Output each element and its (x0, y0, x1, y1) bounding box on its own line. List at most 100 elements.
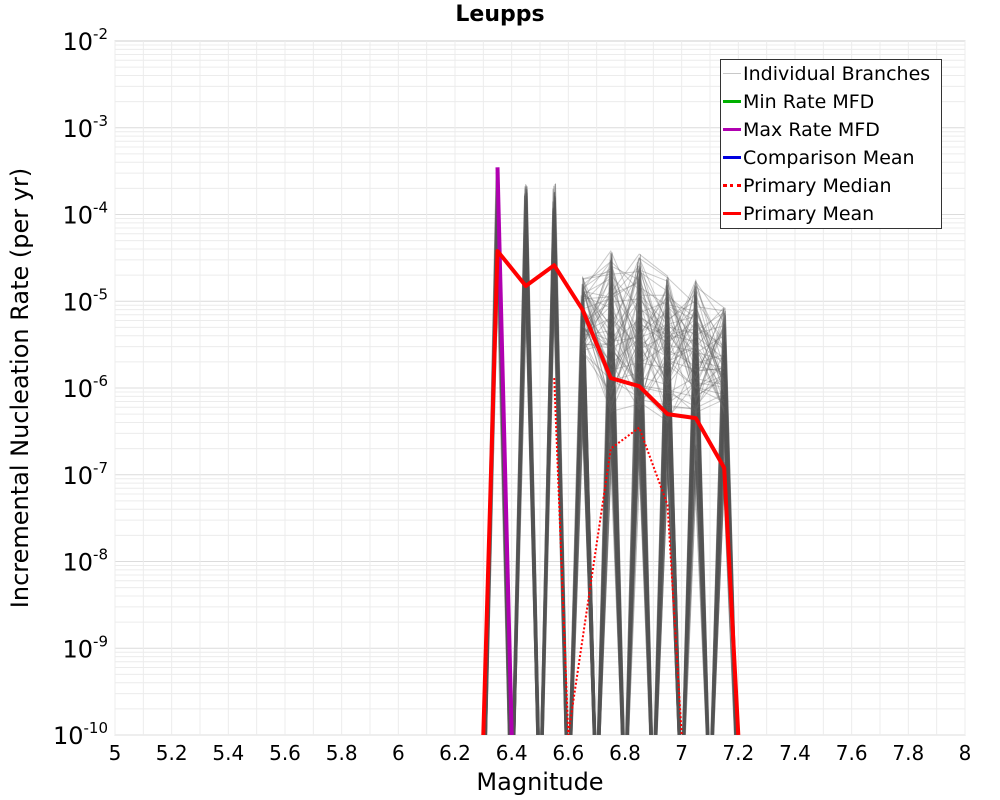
x-tick-label: 6 (392, 741, 405, 765)
legend-label: Max Rate MFD (743, 119, 880, 141)
branch-line (485, 211, 736, 735)
y-tick-exponent: -7 (93, 459, 108, 477)
y-tick-base: 10 (62, 202, 93, 230)
branch-line (582, 309, 725, 371)
branch-line (485, 210, 738, 735)
x-tick-label: 6.8 (609, 741, 641, 765)
branch-line (582, 294, 725, 365)
branch-line (484, 188, 737, 735)
y-tick-exponent: -6 (93, 372, 108, 390)
branch-line (582, 299, 725, 415)
branch-line (582, 279, 725, 384)
legend-label: Primary Median (743, 175, 892, 197)
y-tick-base: 10 (62, 375, 93, 403)
x-axis-label: Magnitude (476, 768, 604, 796)
y-tick-label: 10-6 (62, 372, 108, 403)
chart-title: Leupps (455, 2, 545, 27)
branch-line (484, 172, 738, 735)
y-tick-label: 10-3 (62, 112, 108, 143)
x-tick-label: 5.4 (212, 741, 244, 765)
branch-line (582, 283, 725, 351)
branch-line (485, 183, 737, 735)
legend-label: Comparison Mean (743, 147, 915, 169)
branch-line (485, 184, 737, 735)
series-primary-mean (481, 249, 741, 735)
branch-line (484, 173, 738, 735)
legend-item-comparison-mean: Comparison Mean (721, 144, 941, 172)
x-tick-label: 7.4 (779, 741, 811, 765)
branch-line (484, 221, 736, 735)
branch-line (486, 206, 738, 735)
branch-line (485, 188, 737, 735)
y-tick-label: 10-2 (62, 25, 108, 56)
branch-line (483, 171, 737, 735)
branch-line (582, 260, 725, 363)
branch-line (582, 270, 725, 398)
branch-line (485, 176, 738, 735)
branch-line (582, 298, 725, 386)
x-tick-label: 6.4 (496, 741, 528, 765)
legend-item-individual-branches: Individual Branches (721, 60, 941, 88)
x-tick-label: 7.8 (892, 741, 924, 765)
branch-line (582, 265, 725, 388)
branch-line (582, 277, 725, 380)
legend: Individual Branches Min Rate MFD Max Rat… (720, 59, 942, 229)
legend-item-max-rate: Max Rate MFD (721, 116, 941, 144)
branch-line (485, 183, 738, 735)
branch-line (485, 223, 738, 735)
branch-line (485, 216, 738, 735)
y-tick-label: 10-8 (62, 546, 108, 577)
branch-line (484, 191, 738, 735)
y-tick-label: 10-4 (62, 199, 108, 230)
branch-line (582, 280, 725, 422)
branch-line (485, 176, 736, 735)
x-tick-labels: 5 5.2 5.4 5.6 5.8 6 6.2 6.4 6.6 6.8 7 7.2 7.4 7.6 7.8 8 (109, 741, 972, 765)
individual-branches (483, 170, 738, 735)
y-tick-exponent: -8 (93, 546, 108, 564)
legend-swatch (723, 100, 741, 103)
y-tick-base: 10 (53, 722, 84, 750)
branch-line (582, 270, 725, 371)
branch-line (582, 256, 725, 361)
branch-line (582, 284, 725, 393)
branch-line (484, 194, 737, 735)
branch-line (582, 305, 725, 385)
legend-swatch (723, 212, 741, 215)
branch-line (582, 324, 725, 414)
branch-line (582, 270, 725, 405)
y-tick-exponent: -5 (93, 285, 108, 303)
branch-line (483, 180, 736, 735)
branch-line (484, 175, 737, 735)
branch-line (485, 195, 737, 735)
legend-item-min-rate: Min Rate MFD (721, 88, 941, 116)
branch-line (582, 257, 725, 397)
branch-line (582, 274, 725, 372)
branch-line (485, 175, 736, 735)
x-tick-label: 8 (959, 741, 972, 765)
branch-line (582, 267, 725, 392)
legend-label: Individual Branches (743, 63, 931, 85)
branch-line (582, 277, 725, 405)
branch-line (484, 197, 737, 735)
branch-line (582, 325, 725, 411)
branch-line (485, 195, 737, 735)
branch-line (485, 213, 738, 735)
y-tick-label: 10-9 (62, 632, 108, 663)
branch-line (582, 318, 725, 424)
branch-line (582, 273, 725, 403)
x-tick-label: 7.2 (722, 741, 754, 765)
branch-line (582, 301, 725, 403)
x-tick-label: 5.8 (326, 741, 358, 765)
branch-line (485, 203, 738, 735)
y-tick-base: 10 (62, 288, 93, 316)
branch-line (483, 185, 737, 735)
y-tick-base: 10 (62, 28, 93, 56)
branch-line (485, 199, 736, 735)
branch-line (484, 186, 738, 735)
series-lines (481, 167, 741, 735)
branch-line (485, 196, 736, 735)
branch-line (582, 262, 725, 364)
branch-line (582, 265, 725, 349)
branch-line (484, 172, 737, 735)
